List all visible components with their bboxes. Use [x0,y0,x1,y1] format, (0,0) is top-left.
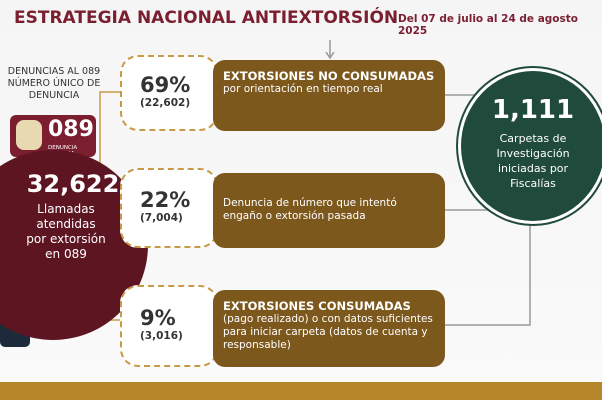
description: Denuncia de número que intentó engaño o … [223,197,397,222]
files-total: 1,111 [491,95,575,125]
count: (22,602) [140,97,191,109]
calls-total: 32,622 [26,170,120,198]
description: (pago realizado) o con datos suficientes… [223,313,433,351]
heading: EXTORSIONES CONSUMADAS [223,299,411,313]
stat-box: 22% (7,004) [120,168,218,248]
files-circle: 1,111 Carpetas de Investigación iniciada… [458,68,602,224]
description: por orientación en tiempo real [223,83,383,95]
percent: 69% [140,73,191,97]
intro: DENUNCIAS AL 089 NÚMERO ÚNICO DE DENUNCI… [7,66,101,101]
logo-icon [16,120,42,150]
heading: EXTORSIONES NO CONSUMADAS [223,69,435,83]
files-label: Carpetas de Investigación iniciadas por … [496,132,570,190]
description-box: EXTORSIONES CONSUMADAS (pago realizado) o… [213,290,445,367]
stat-box: 9% (3,016) [120,285,218,367]
count: (3,016) [140,330,183,342]
count: (7,004) [140,212,183,224]
stat-box: 69% (22,602) [120,55,218,131]
logo-number: 089 [48,117,94,142]
description-box: EXTORSIONES NO CONSUMADAS por orientación… [213,60,445,131]
calls-label: Llamadas atendidas por extorsión en 089 [26,202,106,261]
percent: 9% [140,306,176,330]
title: ESTRATEGIA NACIONAL ANTIEXTORSIÓN [14,8,399,28]
dates: Del 07 de julio al 24 de agosto 2025 [398,13,578,37]
percent: 22% [140,188,191,212]
description-box: Denuncia de número que intentó engaño o … [213,173,445,248]
